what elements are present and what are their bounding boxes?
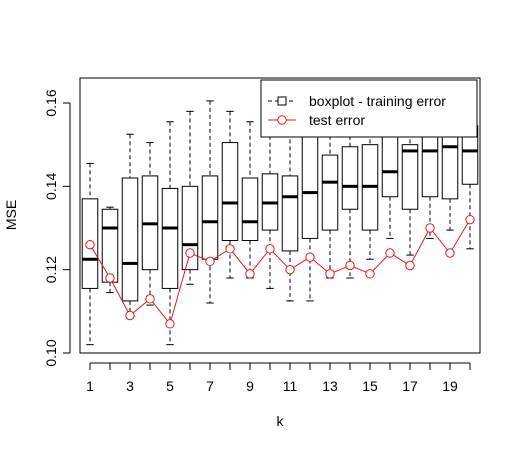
x-axis-label: k — [277, 413, 285, 429]
x-tick-label: 1 — [86, 378, 94, 394]
boxplot-k-7 — [201, 100, 219, 304]
legend-entry-training: boxplot - training error — [309, 93, 446, 109]
plot-frame — [79, 77, 481, 354]
boxplot-k-1 — [81, 162, 99, 346]
x-tick-label: 19 — [442, 378, 458, 394]
box-iqr — [81, 198, 99, 289]
boxplot-k-3 — [121, 133, 139, 314]
y-tick-label: 0.12 — [43, 256, 59, 283]
box-iqr — [381, 133, 399, 198]
x-tick-label: 15 — [362, 378, 378, 394]
x-axis: 1 3 5 7 9 11 13 15 17 19 — [86, 362, 471, 394]
y-tick-label: 0.10 — [43, 339, 59, 366]
test-error-point — [405, 260, 415, 271]
x-tick-label: 9 — [246, 378, 254, 394]
test-error-point — [465, 214, 475, 225]
legend-test-marker — [277, 115, 287, 125]
test-error-point — [145, 294, 155, 304]
boxplot-k-6 — [181, 110, 199, 285]
test-error-series — [85, 214, 475, 329]
box-iqr — [201, 175, 219, 260]
test-error-point — [85, 239, 95, 250]
y-tick-label: 0.14 — [43, 172, 59, 199]
test-error-point — [425, 223, 435, 233]
box-iqr — [121, 177, 139, 302]
box-iqr — [101, 208, 119, 283]
test-error-point — [445, 248, 455, 258]
test-error-point — [245, 269, 255, 279]
test-error-point — [225, 244, 235, 254]
box-iqr — [241, 177, 259, 241]
test-error-point — [265, 244, 275, 254]
test-error-point — [305, 252, 315, 262]
test-error-point — [165, 319, 175, 329]
legend-box — [260, 79, 478, 138]
boxplot-k-8 — [221, 110, 239, 279]
test-error-point — [125, 310, 135, 321]
test-error-line — [89, 219, 471, 325]
x-tick-label: 17 — [402, 378, 418, 394]
x-tick-label: 13 — [322, 378, 338, 394]
y-axis: 0.10 0.12 0.14 0.16 — [43, 89, 71, 367]
legend: boxplot - training error test error — [260, 79, 478, 138]
legend-box-symbol — [277, 96, 287, 106]
test-error-point — [185, 248, 195, 258]
boxplot-k-13 — [321, 121, 339, 279]
y-tick-label: 0.16 — [43, 89, 59, 116]
test-error-point — [105, 273, 115, 283]
test-error-point — [365, 269, 375, 279]
test-error-point — [385, 248, 395, 258]
y-axis-label: MSE — [3, 200, 19, 230]
x-tick-label: 11 — [283, 378, 298, 394]
box-iqr — [321, 154, 339, 231]
boxplot-k-9 — [241, 121, 259, 279]
test-error-point — [205, 256, 215, 267]
box-iqr — [281, 175, 299, 252]
boxplot-k-10 — [261, 121, 279, 289]
test-error-point — [345, 260, 355, 271]
x-tick-label: 7 — [206, 378, 214, 394]
boxplot-k-4 — [141, 142, 159, 306]
boxplot-k-5 — [161, 121, 179, 346]
legend-entry-test: test error — [309, 112, 365, 128]
x-tick-label: 5 — [166, 378, 174, 394]
box-iqr — [401, 144, 419, 210]
box-iqr — [301, 125, 319, 239]
box-iqr — [341, 146, 359, 210]
test-error-point — [285, 264, 295, 275]
box-iqr — [221, 142, 239, 241]
x-tick-label: 3 — [126, 378, 134, 394]
box-iqr — [181, 185, 199, 271]
box-iqr — [161, 187, 179, 289]
test-error-point — [325, 269, 335, 279]
